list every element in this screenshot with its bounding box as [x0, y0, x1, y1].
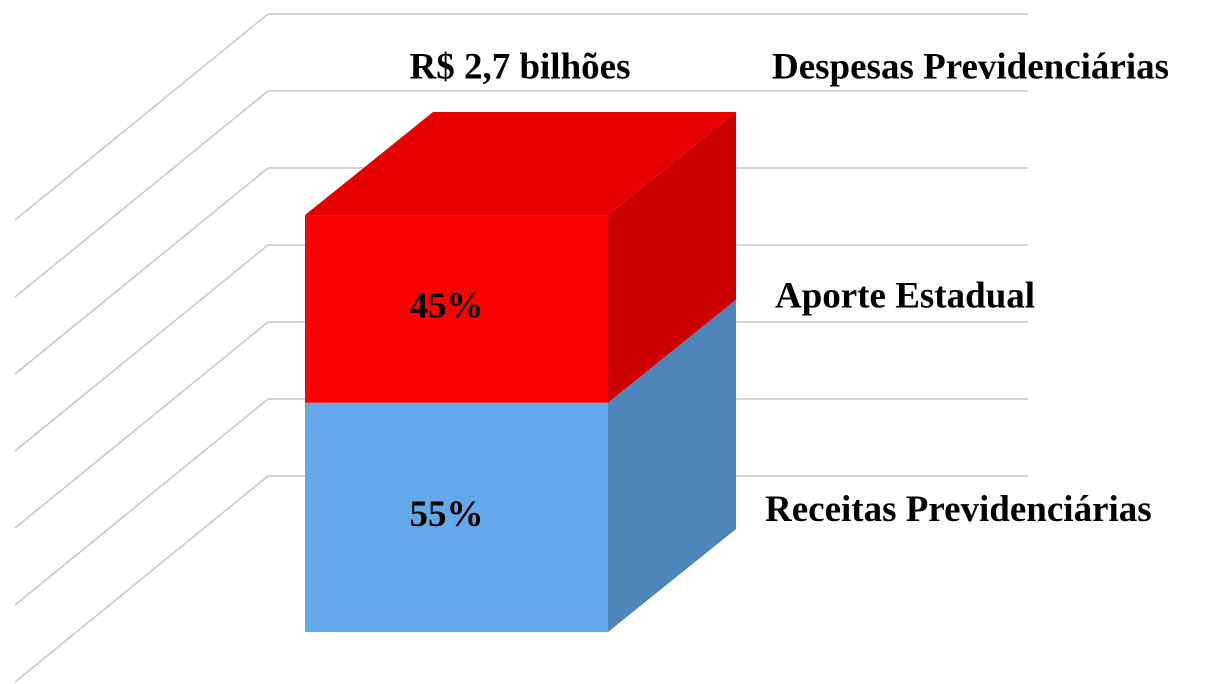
total-label: R$ 2,7 bilhões — [409, 46, 630, 87]
bar-side — [608, 112, 736, 403]
grid-line-floor — [14, 398, 269, 606]
grid-line-floor — [14, 475, 269, 683]
chart-title: Despesas Previdenciárias — [772, 46, 1169, 87]
grid-line-floor — [14, 244, 269, 452]
grid-line-floor — [14, 167, 269, 375]
value-label: 45% — [410, 285, 484, 326]
grid-line-floor — [14, 321, 269, 529]
grid-line-floor — [14, 90, 269, 298]
series-label: Aporte Estadual — [775, 275, 1035, 316]
bar-side — [608, 299, 736, 632]
value-label: 55% — [410, 494, 484, 535]
bar-front — [305, 402, 608, 632]
grid-line-floor — [14, 13, 269, 221]
bar-top — [305, 112, 736, 216]
series-label: Receitas Previdenciárias — [765, 489, 1152, 530]
bar-front — [305, 215, 608, 403]
